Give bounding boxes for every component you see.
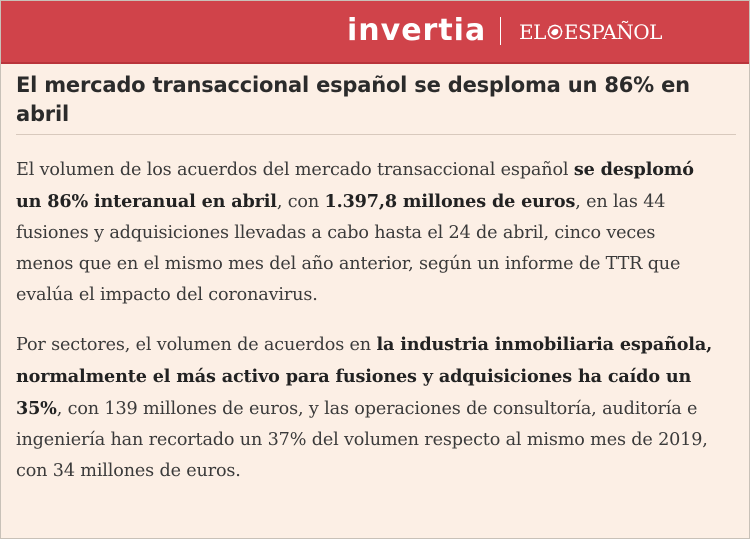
p2-bold-1: la industria inmobiliaria española, norm… bbox=[16, 334, 713, 419]
p2-text-2: , con 139 millones de euros, y las opera… bbox=[16, 399, 708, 481]
lion-emblem-icon bbox=[547, 24, 563, 40]
p1-bold-2: 1.397,8 millones de euros bbox=[324, 191, 576, 212]
header-bar: invertia EL ESPAÑOL bbox=[1, 1, 749, 64]
logo-divider bbox=[500, 17, 502, 45]
title-divider bbox=[16, 134, 736, 135]
p1-text-1: El volumen de los acuerdos del mercado t… bbox=[16, 160, 574, 180]
invertia-logo[interactable]: invertia bbox=[347, 13, 487, 48]
el-espanol-logo-right: ESPAÑOL bbox=[563, 20, 663, 44]
p2-text-1: Por sectores, el volumen de acuerdos en bbox=[16, 335, 377, 355]
el-espanol-logo[interactable]: EL ESPAÑOL bbox=[519, 19, 662, 45]
article-paragraph-2: Por sectores, el volumen de acuerdos en … bbox=[16, 329, 716, 487]
article-paragraph-1: El volumen de los acuerdos del mercado t… bbox=[16, 154, 716, 311]
article-title: El mercado transaccional español se desp… bbox=[16, 73, 690, 126]
p1-bold-1: se desplomó un 86% interanual en abril bbox=[16, 159, 694, 212]
p1-text-2: , con bbox=[276, 192, 325, 212]
p1-text-3: , en las 44 fusiones y adquisiciones lle… bbox=[16, 192, 681, 305]
el-espanol-logo-left: EL bbox=[519, 20, 546, 44]
brand-logos[interactable]: invertia bbox=[347, 11, 509, 51]
